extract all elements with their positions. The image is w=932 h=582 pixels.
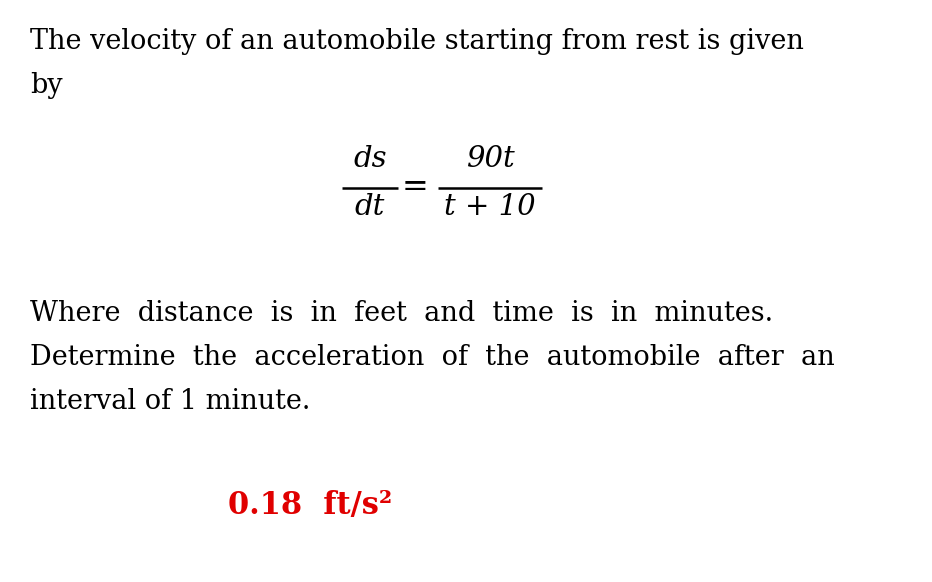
Text: The velocity of an automobile starting from rest is given: The velocity of an automobile starting f… (30, 28, 804, 55)
Text: by: by (30, 72, 62, 99)
Text: ds: ds (353, 145, 387, 173)
Text: Where  distance  is  in  feet  and  time  is  in  minutes.: Where distance is in feet and time is in… (30, 300, 774, 327)
Text: 0.18  ft/s²: 0.18 ft/s² (228, 490, 392, 521)
Text: 90t: 90t (466, 145, 514, 173)
Text: Determine  the  acceleration  of  the  automobile  after  an: Determine the acceleration of the automo… (30, 344, 835, 371)
Text: interval of 1 minute.: interval of 1 minute. (30, 388, 310, 415)
Text: t + 10: t + 10 (445, 193, 536, 221)
Text: dt: dt (355, 193, 385, 221)
Text: =: = (402, 172, 429, 204)
